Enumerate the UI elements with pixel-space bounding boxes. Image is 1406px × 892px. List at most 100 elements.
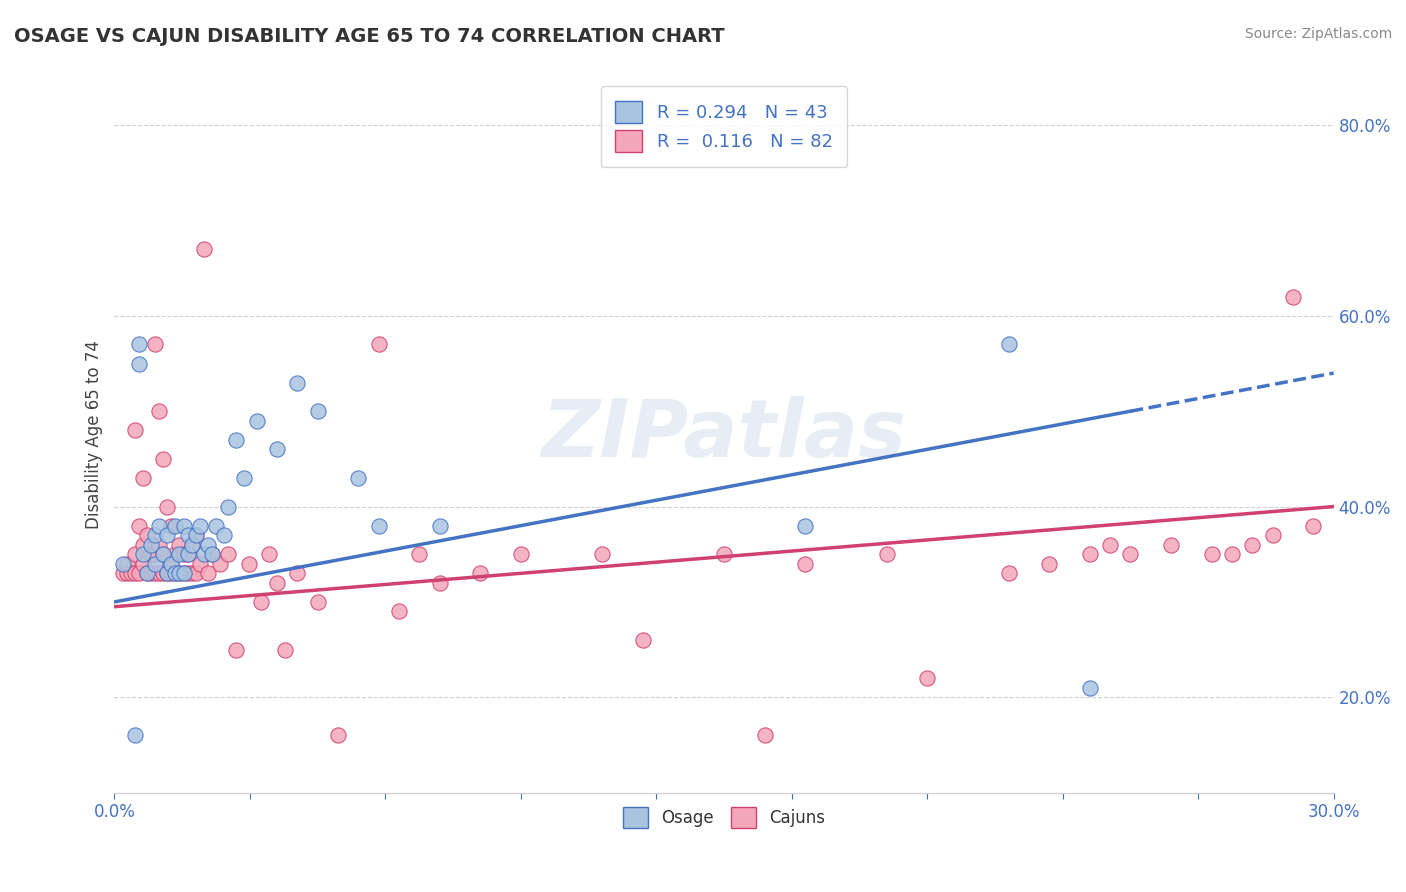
Point (173, 547, 195, 561)
Point (156, 500, 179, 514)
Point (876, 547, 898, 561)
Point (266, 442, 288, 457)
Point (143, 337, 166, 351)
Point (429, 518, 451, 533)
Point (1282, 290, 1305, 304)
Point (111, 566, 134, 581)
Point (1119, 547, 1142, 561)
Point (1261, 528, 1284, 542)
Point (143, 528, 166, 542)
Point (165, 566, 187, 581)
Point (217, 500, 239, 514)
Point (115, 557, 138, 571)
Point (205, 518, 228, 533)
Point (197, 538, 219, 552)
Point (470, 566, 492, 581)
Point (143, 566, 166, 581)
Legend: Osage, Cajuns: Osage, Cajuns (616, 801, 832, 834)
Point (1220, 547, 1243, 561)
Text: OSAGE VS CAJUN DISABILITY AGE 65 TO 74 CORRELATION CHART: OSAGE VS CAJUN DISABILITY AGE 65 TO 74 C… (14, 27, 724, 45)
Point (148, 404, 170, 418)
Point (257, 547, 280, 561)
Point (631, 633, 654, 648)
Point (225, 642, 247, 657)
Text: Source: ZipAtlas.com: Source: ZipAtlas.com (1244, 27, 1392, 41)
Point (249, 595, 271, 609)
Point (128, 566, 150, 581)
Point (176, 547, 198, 561)
Point (1099, 538, 1122, 552)
Point (156, 566, 179, 581)
Point (233, 471, 256, 485)
Point (429, 575, 451, 590)
Point (124, 547, 146, 561)
Point (173, 566, 195, 581)
Point (132, 547, 155, 561)
Point (165, 518, 187, 533)
Point (201, 547, 224, 561)
Point (238, 557, 260, 571)
Point (169, 547, 191, 561)
Point (1160, 538, 1182, 552)
Point (120, 566, 142, 581)
Point (794, 557, 817, 571)
Point (169, 538, 191, 552)
Point (135, 528, 157, 542)
Point (246, 414, 269, 428)
Point (111, 557, 134, 571)
Point (347, 471, 370, 485)
Point (139, 547, 162, 561)
Point (148, 566, 170, 581)
Point (1302, 518, 1324, 533)
Point (408, 547, 430, 561)
Point (367, 337, 389, 351)
Point (139, 538, 162, 552)
Point (326, 728, 349, 742)
Point (307, 404, 329, 418)
Text: ZIPatlas: ZIPatlas (541, 396, 907, 474)
Point (266, 575, 288, 590)
Point (217, 547, 239, 561)
Point (152, 547, 174, 561)
Point (124, 423, 146, 437)
Point (148, 538, 170, 552)
Point (124, 566, 146, 581)
Point (285, 566, 308, 581)
Point (201, 547, 224, 561)
Point (160, 518, 183, 533)
Point (128, 357, 150, 371)
Point (165, 547, 187, 561)
Point (997, 337, 1019, 351)
Point (160, 557, 183, 571)
Point (388, 605, 411, 619)
Point (139, 566, 162, 581)
Point (184, 528, 207, 542)
Point (132, 538, 155, 552)
Point (160, 557, 183, 571)
Point (124, 728, 146, 742)
Y-axis label: Disability Age 65 to 74: Disability Age 65 to 74 (86, 341, 103, 530)
Point (176, 566, 198, 581)
Point (915, 671, 938, 685)
Point (135, 566, 157, 581)
Point (209, 557, 232, 571)
Point (1241, 538, 1264, 552)
Point (1078, 547, 1101, 561)
Point (176, 528, 198, 542)
Point (152, 451, 174, 466)
Point (165, 566, 187, 581)
Point (160, 566, 183, 581)
Point (188, 518, 211, 533)
Point (225, 433, 247, 447)
Point (156, 566, 179, 581)
Point (169, 566, 191, 581)
Point (212, 528, 235, 542)
Point (176, 547, 198, 561)
Point (132, 471, 155, 485)
Point (794, 518, 817, 533)
Point (169, 566, 191, 581)
Point (180, 538, 202, 552)
Point (713, 547, 735, 561)
Point (193, 547, 215, 561)
Point (148, 518, 170, 533)
